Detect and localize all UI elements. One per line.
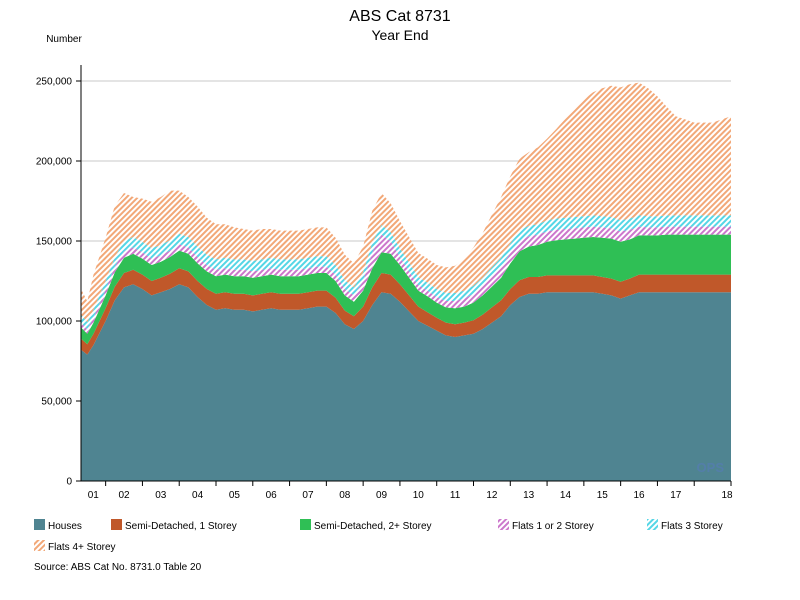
legend-swatch-semi-detached-1-storey: [111, 519, 122, 530]
x-tick-label: 07: [302, 490, 314, 501]
legend-swatch-flats-1-or-2-storey: [498, 519, 509, 530]
y-axis-title: Number: [46, 34, 82, 45]
legend: Houses Semi-Detached, 1 Storey Semi-Detach…: [34, 519, 723, 553]
legend-label-semi-detached-1-storey: Semi-Detached, 1 Storey: [125, 521, 237, 532]
axes: 0 50,000 100,000 150,000 200,000 250,000 01 02 0…: [36, 65, 733, 501]
x-tick-label: 15: [597, 490, 609, 501]
x-tick-label: 11: [450, 490, 461, 501]
area-houses: [81, 284, 731, 481]
y-tick-label: 0: [66, 477, 72, 488]
x-tick-label: 06: [266, 490, 278, 501]
legend-label-semi-detached-2-storey: Semi-Detached, 2+ Storey: [314, 521, 432, 532]
x-tick-label: 08: [339, 490, 351, 501]
x-tick-label: 01: [88, 490, 100, 501]
legend-label-flats-4-storey: Flats 4+ Storey: [48, 542, 116, 553]
x-tick-label: 13: [523, 490, 535, 501]
source-note: Source: ABS Cat No. 8731.0 Table 20: [34, 562, 202, 573]
area-semi-detached-2-storey: [81, 234, 731, 345]
x-tick-label: 04: [192, 490, 204, 501]
x-tick-label: 18: [721, 490, 733, 501]
plot-areas: [81, 82, 731, 481]
x-tick-label: 05: [229, 490, 241, 501]
x-tick-label: 02: [118, 490, 130, 501]
legend-label-flats-3-storey: Flats 3 Storey: [661, 521, 723, 532]
area-semi-detached-1-storey: [81, 268, 731, 355]
legend-label-houses: Houses: [48, 521, 82, 532]
y-tick-label: 100,000: [36, 317, 73, 328]
x-tick-label: 12: [486, 490, 498, 501]
y-tick-label: 250,000: [36, 77, 73, 88]
legend-label-flats-1-or-2-storey: Flats 1 or 2 Storey: [512, 521, 594, 532]
x-tick-label: 14: [560, 490, 572, 501]
x-tick-label: 03: [155, 490, 167, 501]
legend-swatch-houses: [34, 519, 45, 530]
legend-swatch-semi-detached-2-storey: [300, 519, 311, 530]
watermark-logo: OPS: [697, 460, 725, 475]
legend-swatch-flats-4-storey: [34, 540, 45, 551]
y-tick-label: 150,000: [36, 237, 73, 248]
chart-subtitle: Year End: [371, 27, 428, 43]
legend-swatch-flats-3-storey: [647, 519, 658, 530]
y-tick-label: 200,000: [36, 157, 73, 168]
x-tick-label: 09: [376, 490, 388, 501]
area-flats-4-storey: [81, 82, 731, 323]
chart-title: ABS Cat 8731: [349, 8, 451, 25]
x-tick-label: 16: [633, 490, 645, 501]
x-tick-label: 17: [670, 490, 682, 501]
x-tick-label: 10: [413, 490, 425, 501]
y-tick-label: 50,000: [41, 397, 72, 408]
